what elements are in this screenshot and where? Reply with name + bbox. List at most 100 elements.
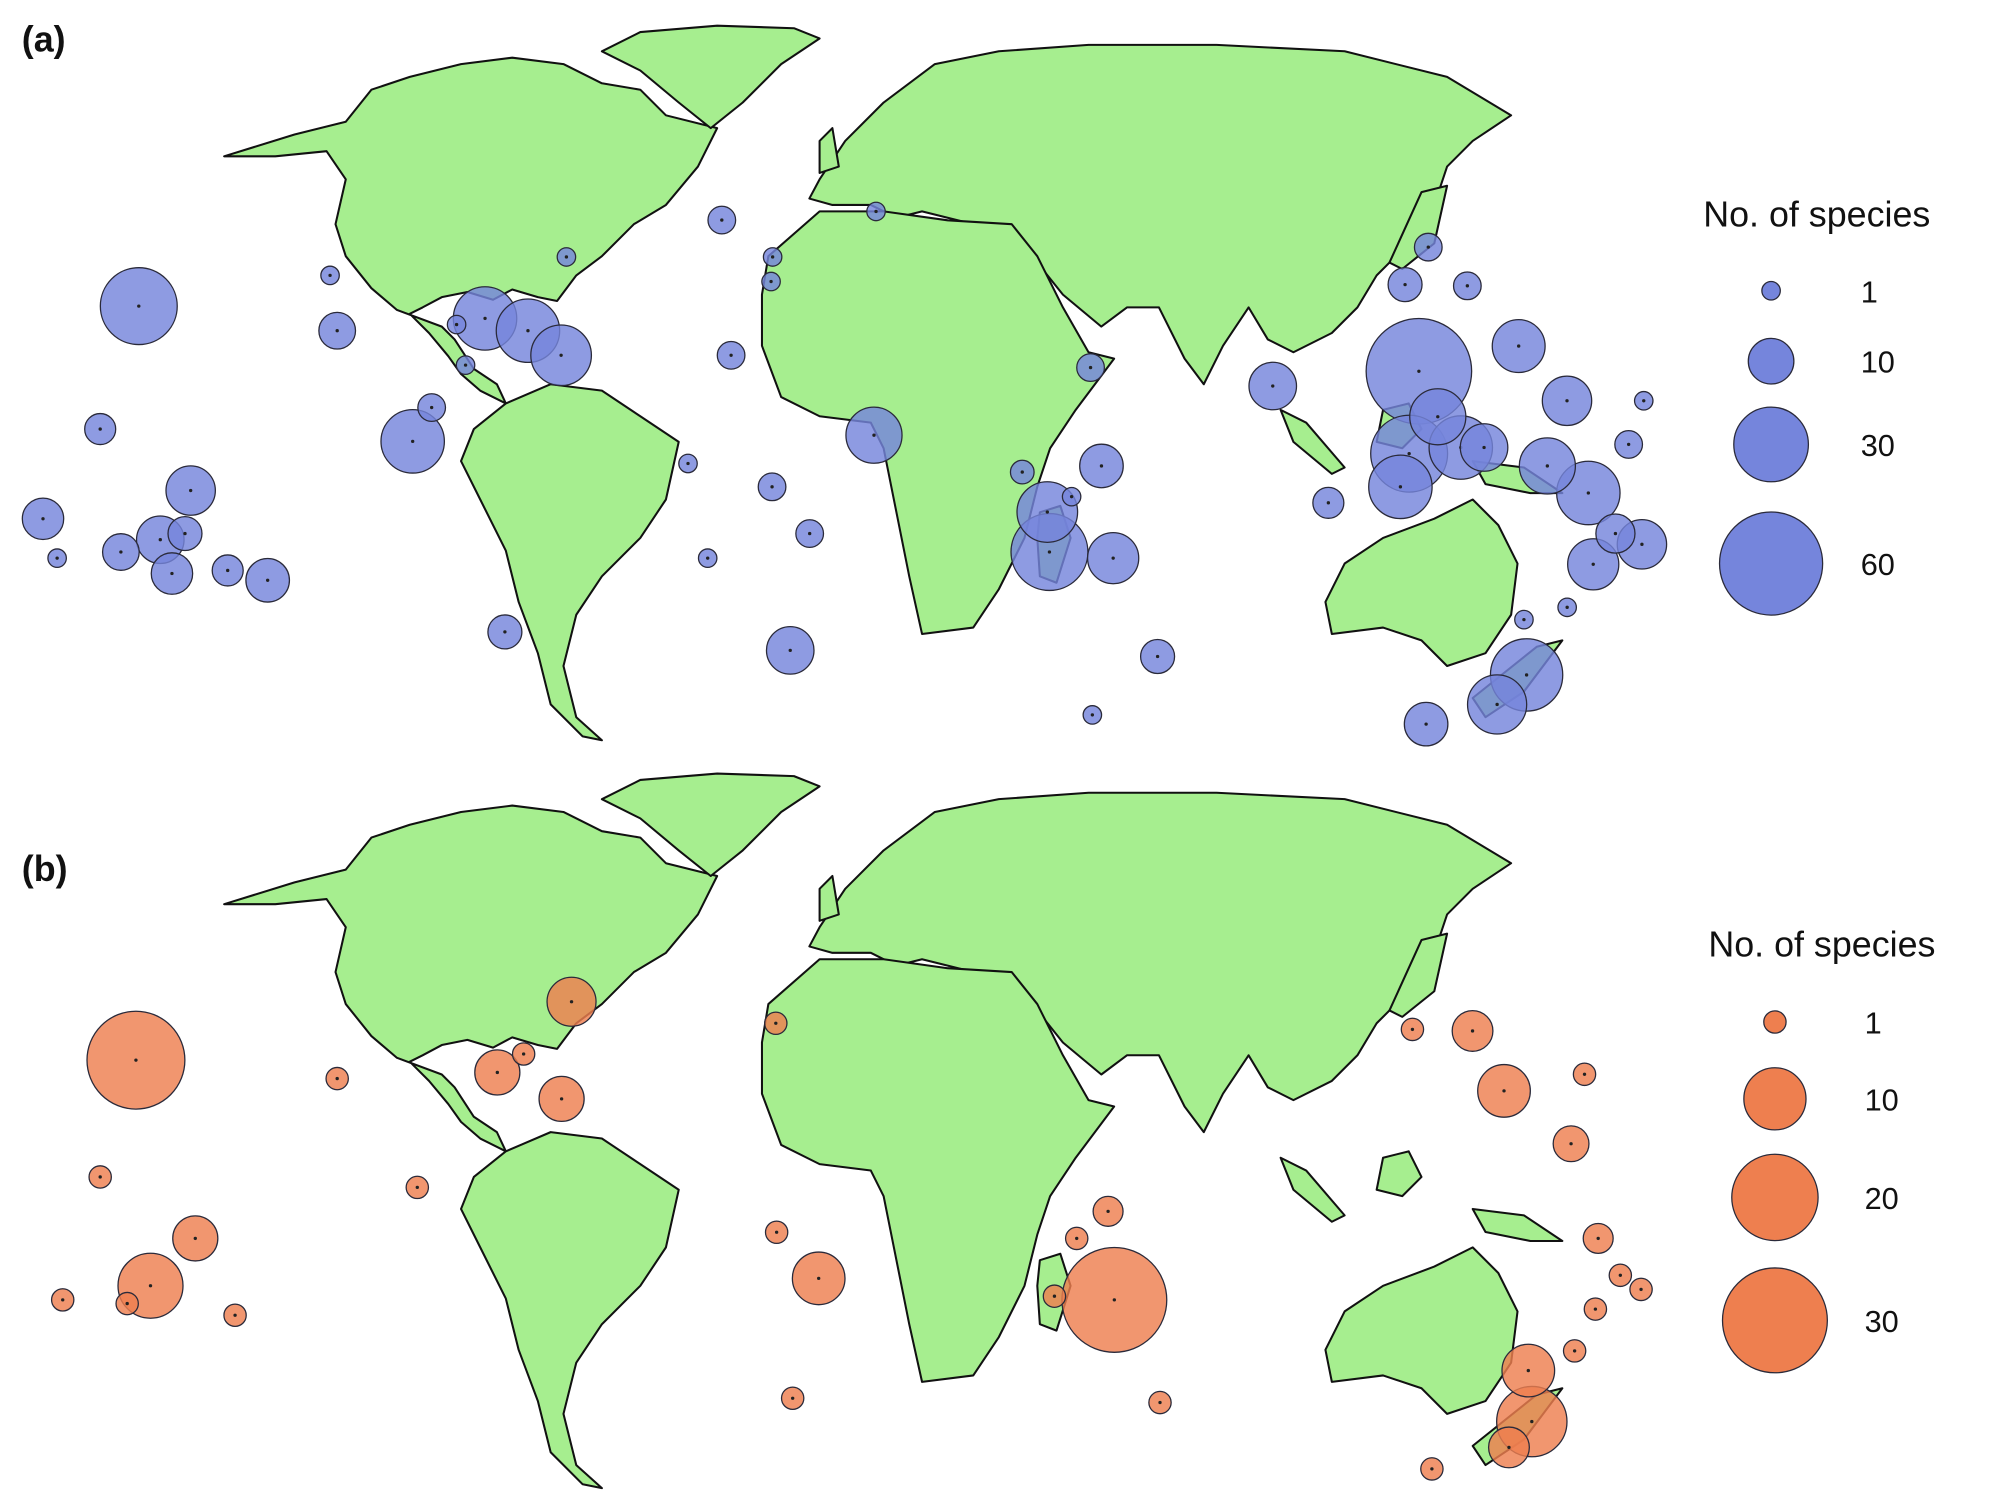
island-marker	[483, 316, 487, 321]
island-marker	[189, 488, 193, 493]
island-marker	[1593, 1307, 1598, 1311]
island-marker	[774, 1021, 778, 1025]
island-marker	[1410, 1027, 1415, 1032]
legend-value: 10	[1861, 345, 1895, 380]
island-marker	[1436, 415, 1440, 419]
legend-bubble	[1718, 511, 1824, 616]
island-marker	[788, 648, 792, 653]
island-marker	[1424, 722, 1428, 726]
island-marker	[559, 1097, 564, 1101]
world-map	[223, 772, 1564, 1490]
legend-bubble	[1747, 337, 1795, 385]
island-marker	[137, 304, 141, 308]
island-marker	[1465, 284, 1470, 288]
island-marker	[526, 329, 530, 333]
island-marker	[1618, 1273, 1622, 1277]
legend-bubble	[1733, 406, 1810, 483]
panel-label: (b)	[22, 849, 68, 889]
panel-label: (a)	[22, 19, 66, 59]
island-marker	[1526, 1368, 1530, 1373]
panel-b: (b) No. of species 1 10 20 30	[22, 772, 1935, 1490]
legend-value: 30	[1861, 428, 1895, 463]
island-marker	[1507, 1445, 1511, 1450]
island-marker	[170, 571, 174, 576]
island-marker	[1020, 470, 1024, 474]
island-marker	[791, 1396, 795, 1400]
island-marker	[1407, 451, 1411, 456]
island-marker	[1075, 1236, 1079, 1241]
island-marker	[1430, 1467, 1434, 1471]
island-marker	[1495, 702, 1499, 707]
island-marker	[1155, 654, 1160, 659]
island-marker	[1326, 501, 1331, 505]
island-marker	[119, 550, 123, 554]
island-marker	[774, 1230, 779, 1234]
legend-bubble	[1763, 1010, 1787, 1034]
island-marker	[503, 630, 507, 634]
island-marker	[98, 1175, 102, 1179]
island-marker	[55, 556, 59, 560]
island-marker	[1565, 605, 1569, 609]
island-marker	[266, 578, 270, 582]
island-marker	[1069, 495, 1074, 499]
island-marker	[1642, 399, 1646, 403]
legend-bubble	[1743, 1067, 1807, 1131]
island-marker	[706, 556, 710, 560]
panel-a: (a) No. of species 1 10 30 60	[21, 19, 1930, 747]
island-marker	[328, 273, 332, 278]
island-marker	[1572, 1349, 1577, 1353]
island-marker	[1398, 485, 1403, 489]
island-marker	[686, 461, 690, 466]
island-marker	[183, 531, 187, 536]
island-marker	[1482, 445, 1486, 450]
island-marker	[1524, 673, 1529, 677]
legend-value: 1	[1865, 1006, 1882, 1041]
island-marker	[226, 568, 230, 573]
island-marker	[1470, 1029, 1475, 1033]
island-marker	[1596, 1236, 1600, 1241]
island-marker	[874, 209, 878, 214]
island-marker	[1582, 1072, 1587, 1076]
island-marker	[770, 255, 775, 259]
island-marker	[1403, 282, 1407, 287]
island-marker	[1111, 556, 1115, 560]
island-marker	[872, 433, 876, 437]
island-marker	[770, 485, 774, 489]
island-marker	[134, 1058, 138, 1062]
bubbles-b	[50, 976, 1653, 1481]
legend-bubble	[1731, 1153, 1819, 1242]
legend-value: 30	[1865, 1304, 1899, 1339]
island-marker	[1112, 1298, 1117, 1302]
island-marker	[808, 531, 812, 536]
island-marker	[158, 538, 162, 542]
island-marker	[569, 1000, 574, 1004]
island-marker	[729, 353, 733, 357]
island-marker	[1591, 562, 1595, 566]
island-marker	[335, 329, 339, 333]
island-marker	[1099, 464, 1104, 468]
island-marker	[1530, 1419, 1534, 1424]
world-map	[223, 24, 1564, 742]
legend-value: 10	[1865, 1082, 1899, 1117]
island-marker	[1417, 369, 1421, 373]
island-marker	[1639, 1287, 1643, 1292]
island-marker	[817, 1276, 821, 1281]
island-marker	[1090, 713, 1095, 717]
island-marker	[1047, 550, 1052, 554]
island-marker	[1613, 531, 1618, 536]
island-marker	[193, 1236, 197, 1241]
legend-a: No. of species 1 10 30 60	[1703, 195, 1930, 616]
island-marker	[521, 1052, 526, 1056]
legend-bubble	[1721, 1267, 1828, 1374]
legend-b: No. of species 1 10 20 30	[1708, 925, 1935, 1374]
island-marker	[233, 1313, 237, 1317]
island-marker	[1569, 1142, 1573, 1146]
island-marker	[335, 1076, 339, 1081]
legend-title: No. of species	[1703, 195, 1930, 235]
island-marker	[454, 322, 459, 327]
island-marker	[1586, 491, 1591, 495]
legend-value: 20	[1865, 1181, 1899, 1216]
legend-title: No. of species	[1708, 925, 1935, 965]
